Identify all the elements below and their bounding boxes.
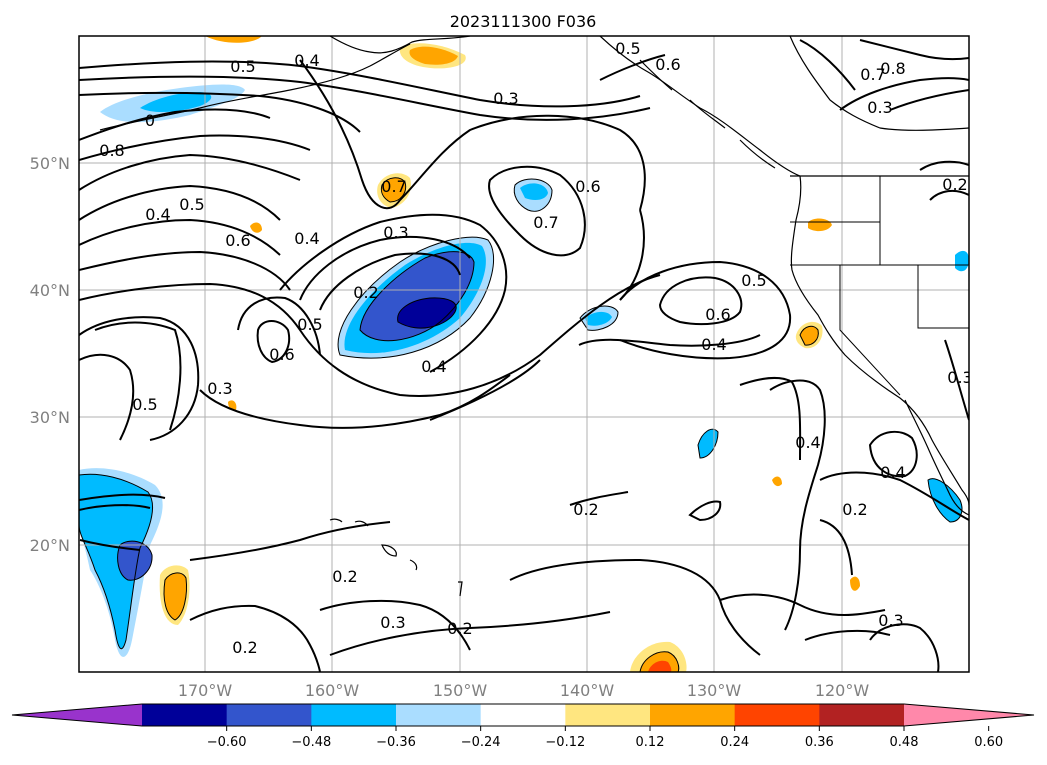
longitude-labels: 170°W 160°W 150°W 140°W 130°W 120°W xyxy=(178,681,870,700)
colorbar-segment xyxy=(142,704,228,726)
contour-label: 0.6 xyxy=(225,231,250,250)
lat-label: 30°N xyxy=(30,408,70,427)
lon-label: 140°W xyxy=(560,681,615,700)
contour-label: 0.4 xyxy=(421,357,446,376)
contour-label: 0.4 xyxy=(145,205,170,224)
contour-label: 0.6 xyxy=(705,305,730,324)
map-area xyxy=(79,36,969,672)
contour-label: 0.3 xyxy=(493,89,518,108)
contour-label: 0.7 xyxy=(381,177,406,196)
contour-label: 0.8 xyxy=(99,141,124,160)
colorbar-tick-label: −0.60 xyxy=(207,735,247,750)
contour-label: 0.4 xyxy=(701,335,726,354)
lon-label: 170°W xyxy=(178,681,233,700)
contour-label: 0.5 xyxy=(132,395,157,414)
lon-label: 120°W xyxy=(815,681,870,700)
contour-label: 0.5 xyxy=(741,271,766,290)
contour-label: 0.3 xyxy=(878,611,903,630)
colorbar-tick-label: 0.12 xyxy=(636,735,665,750)
contour-label: 0.6 xyxy=(269,345,294,364)
negative-anomaly-small-3 xyxy=(698,429,718,458)
negative-anomaly-west xyxy=(79,474,153,649)
colorbar-extend-min xyxy=(12,704,142,726)
colorbar-tick-label: 0.24 xyxy=(720,735,749,750)
coastlines xyxy=(99,36,969,597)
colorbar-extend-max xyxy=(904,704,1034,726)
colorbar-segment xyxy=(734,704,820,726)
contour-label: 0.4 xyxy=(294,51,319,70)
contour-label: 0.5 xyxy=(179,195,204,214)
colorbar-outline xyxy=(11,703,1035,727)
contour-label: 0.6 xyxy=(655,55,680,74)
contour-label: 0.7 xyxy=(860,65,885,84)
lat-label: 20°N xyxy=(30,536,70,555)
contour-label: 0.2 xyxy=(332,567,357,586)
contour-label: 0.4 xyxy=(795,433,820,452)
negative-anomaly-small-5 xyxy=(955,250,969,272)
colorbar-segment xyxy=(480,704,566,726)
colorbar: −0.60 −0.48 −0.36 −0.24 −0.12 0.12 0.24 0.36 0.4… xyxy=(11,703,1035,750)
contour-label: 0.2 xyxy=(573,500,598,519)
contour-labels: 0.5 0.4 0.3 0.5 0.6 0.7 0.8 0.3 0 0.8 0.… xyxy=(99,39,972,657)
colorbar-segment xyxy=(565,704,651,726)
lon-label: 150°W xyxy=(433,681,488,700)
contour-label: 0.2 xyxy=(232,638,257,657)
colorbar-tick-label: −0.48 xyxy=(291,735,331,750)
colorbar-tick-label: 0.36 xyxy=(805,735,834,750)
negative-anomaly-west-core xyxy=(117,541,153,581)
colorbar-segment xyxy=(311,704,397,726)
latitude-labels: 50°N 40°N 30°N 20°N xyxy=(30,154,70,555)
contour-label: 0.3 xyxy=(383,223,408,242)
contour-lines xyxy=(79,39,969,672)
contour-label: 0.2 xyxy=(353,283,378,302)
contour-label: 0.6 xyxy=(575,177,600,196)
contour-label: 0.2 xyxy=(447,619,472,638)
lat-label: 40°N xyxy=(30,281,70,300)
contour-label: 0.4 xyxy=(880,463,905,482)
contour-label: 0.4 xyxy=(294,229,319,248)
colorbar-segment xyxy=(226,704,312,726)
colorbar-segment xyxy=(650,704,736,726)
colorbar-tick-label: 0.60 xyxy=(974,735,1003,750)
colorbar-segment xyxy=(819,704,905,726)
negative-anomaly-nw xyxy=(140,92,212,113)
colorbar-segment xyxy=(396,704,482,726)
map-title: 2023111300 F036 xyxy=(450,12,597,31)
colorbar-tick-label: −0.12 xyxy=(545,735,585,750)
contour-label: 0.5 xyxy=(297,315,322,334)
contour-label: 0.2 xyxy=(842,500,867,519)
map-content: 0.5 0.4 0.3 0.5 0.6 0.7 0.8 0.3 0 0.8 0.… xyxy=(79,36,972,672)
lon-label: 130°W xyxy=(687,681,742,700)
contour-label: 0.3 xyxy=(380,613,405,632)
map-border xyxy=(78,35,970,673)
negative-anomaly-strong xyxy=(360,251,474,341)
lat-label: 50°N xyxy=(30,154,70,173)
colorbar-tick-label: −0.24 xyxy=(461,735,501,750)
colorbar-tick-label: 0.48 xyxy=(890,735,919,750)
contour-label: 0.8 xyxy=(880,59,905,78)
contour-label: 0.3 xyxy=(867,98,892,117)
contour-label: 0.2 xyxy=(942,175,967,194)
contour-label: 0 xyxy=(145,111,155,130)
contour-label: 0.5 xyxy=(230,57,255,76)
positive-anomaly-3 xyxy=(205,36,262,43)
lon-label: 160°W xyxy=(305,681,360,700)
graticule xyxy=(79,36,969,672)
contour-label: 0.5 xyxy=(615,39,640,58)
colorbar-tick-label: −0.36 xyxy=(376,735,416,750)
contour-label: 0.3 xyxy=(947,368,972,387)
contour-label: 0.7 xyxy=(533,213,558,232)
contour-label: 0.3 xyxy=(207,379,232,398)
shading-outlines xyxy=(79,177,963,672)
